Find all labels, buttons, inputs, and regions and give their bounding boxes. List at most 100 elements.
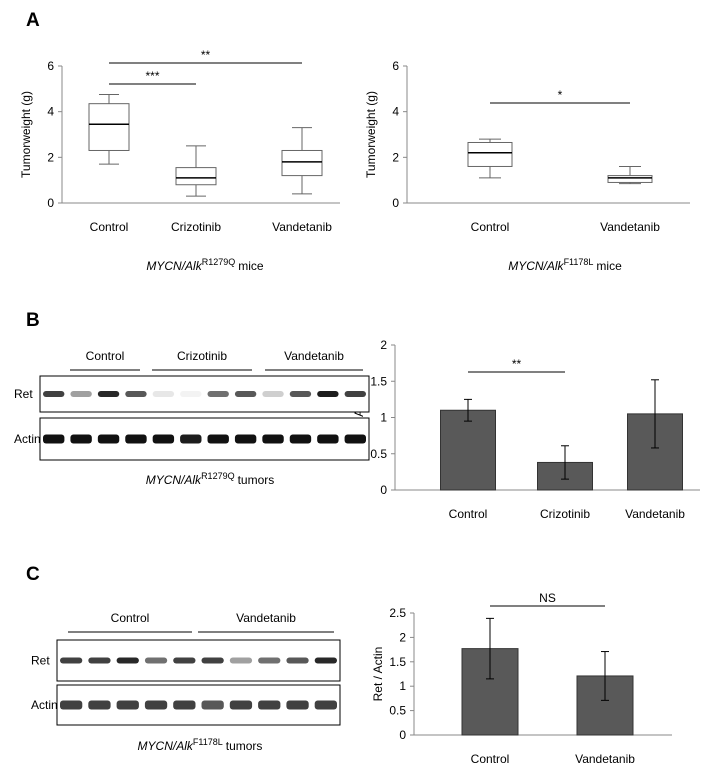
lane-group-label: Vandetanib xyxy=(236,611,296,625)
blot-band xyxy=(344,391,366,397)
blot-band xyxy=(286,700,309,710)
y-tick-label: 2 xyxy=(399,630,406,644)
panel-label: A xyxy=(26,10,40,31)
x-tick-label: Control xyxy=(449,507,488,521)
blot-band xyxy=(289,391,312,397)
blot-band xyxy=(317,434,339,444)
blot-band xyxy=(258,657,281,664)
y-axis-label: Tumorweight (g) xyxy=(19,91,33,178)
x-tick-label: Control xyxy=(471,220,510,234)
y-axis-label: Tumorweight (g) xyxy=(364,91,378,178)
caption: MYCN/AlkR1279Q tumors xyxy=(146,471,275,487)
y-tick-label: 1 xyxy=(380,411,387,425)
box xyxy=(281,149,323,177)
blot-band xyxy=(144,657,168,664)
y-axis-label: Ret / Actin xyxy=(371,647,385,702)
caption: MYCN/AlkR1279Q mice xyxy=(146,257,264,273)
blot-band xyxy=(229,700,253,710)
blot-band xyxy=(116,657,139,664)
blot-band xyxy=(344,434,366,444)
y-tick-label: 6 xyxy=(47,59,54,73)
x-tick-label: Vandetanib xyxy=(600,220,660,234)
blot-band xyxy=(144,700,168,710)
blot-band xyxy=(43,391,65,397)
blot-band xyxy=(234,391,257,397)
y-tick-label: 1 xyxy=(399,679,406,693)
blot-row-label: Actin xyxy=(31,698,58,712)
blot-band xyxy=(262,434,284,444)
caption-gene: MYCN/Alk xyxy=(146,473,202,487)
box xyxy=(175,167,217,186)
blot-band xyxy=(207,391,229,397)
blot-row-label: Ret xyxy=(14,387,33,401)
blot-band xyxy=(97,391,120,397)
blot-row-label: Ret xyxy=(31,654,50,668)
y-tick-label: 0 xyxy=(392,196,399,210)
x-tick-label: Vandetanib xyxy=(272,220,332,234)
caption-gene: MYCN/Alk xyxy=(146,259,202,273)
blot-band xyxy=(234,434,257,444)
y-tick-label: 2.5 xyxy=(389,606,406,620)
blot-band xyxy=(207,434,229,444)
blot-band xyxy=(60,700,83,710)
blot-band xyxy=(314,700,337,710)
x-tick-label: Vandetanib xyxy=(575,752,635,766)
blot-band xyxy=(152,434,175,444)
caption-superscript: F1178L xyxy=(564,257,594,267)
blot-band xyxy=(286,657,309,664)
y-tick-label: 0 xyxy=(399,728,406,742)
significance-label: * xyxy=(558,88,563,102)
caption: MYCN/AlkF1178L mice xyxy=(508,257,622,273)
significance-label: *** xyxy=(145,69,159,83)
lane-group-label: Control xyxy=(86,349,125,363)
x-tick-label: Control xyxy=(90,220,129,234)
lane-group-label: Crizotinib xyxy=(177,349,227,363)
blot-band xyxy=(116,700,139,710)
blot-band xyxy=(60,657,83,664)
blot-band xyxy=(152,391,175,397)
y-tick-label: 0 xyxy=(47,196,54,210)
blot-band xyxy=(289,434,312,444)
y-tick-label: 0.5 xyxy=(370,447,387,461)
blot-band xyxy=(125,434,147,444)
y-tick-label: 1.5 xyxy=(389,655,406,669)
blot-band xyxy=(317,391,339,397)
y-tick-label: 1.5 xyxy=(370,374,387,388)
x-tick-label: Crizotinib xyxy=(171,220,221,234)
caption: MYCN/AlkF1178L tumors xyxy=(138,737,263,753)
blot-band xyxy=(262,391,284,397)
caption-superscript: R1279Q xyxy=(201,471,235,481)
blot-band xyxy=(314,657,337,664)
significance-label: NS xyxy=(539,591,556,605)
y-tick-label: 0 xyxy=(380,483,387,497)
lane-group-label: Vandetanib xyxy=(284,349,344,363)
y-tick-label: 2 xyxy=(47,150,54,164)
bar xyxy=(440,409,496,491)
y-tick-label: 4 xyxy=(47,105,54,119)
caption-suffix: tumors xyxy=(238,473,275,487)
y-tick-label: 0.5 xyxy=(389,704,406,718)
blot-frame xyxy=(39,417,370,461)
blot-band xyxy=(173,700,196,710)
blot-band xyxy=(201,657,224,664)
blot-band xyxy=(43,434,65,444)
y-tick-label: 4 xyxy=(392,105,399,119)
caption-gene: MYCN/Alk xyxy=(138,739,194,753)
caption-suffix: mice xyxy=(238,259,264,273)
blot-band xyxy=(201,700,224,710)
blot-row-label: Actin xyxy=(14,432,41,446)
panel-label: C xyxy=(26,564,40,585)
blot-band xyxy=(125,391,147,397)
significance-label: ** xyxy=(201,48,211,62)
blot-band xyxy=(258,700,281,710)
caption-superscript: F1178L xyxy=(193,737,223,747)
blot-band xyxy=(173,657,196,664)
y-tick-label: 2 xyxy=(380,338,387,352)
caption-superscript: R1279Q xyxy=(202,257,236,267)
y-tick-label: 2 xyxy=(392,150,399,164)
box xyxy=(88,103,130,151)
panel-label: B xyxy=(26,310,40,331)
y-tick-label: 6 xyxy=(392,59,399,73)
blot-band xyxy=(97,434,120,444)
x-tick-label: Control xyxy=(471,752,510,766)
